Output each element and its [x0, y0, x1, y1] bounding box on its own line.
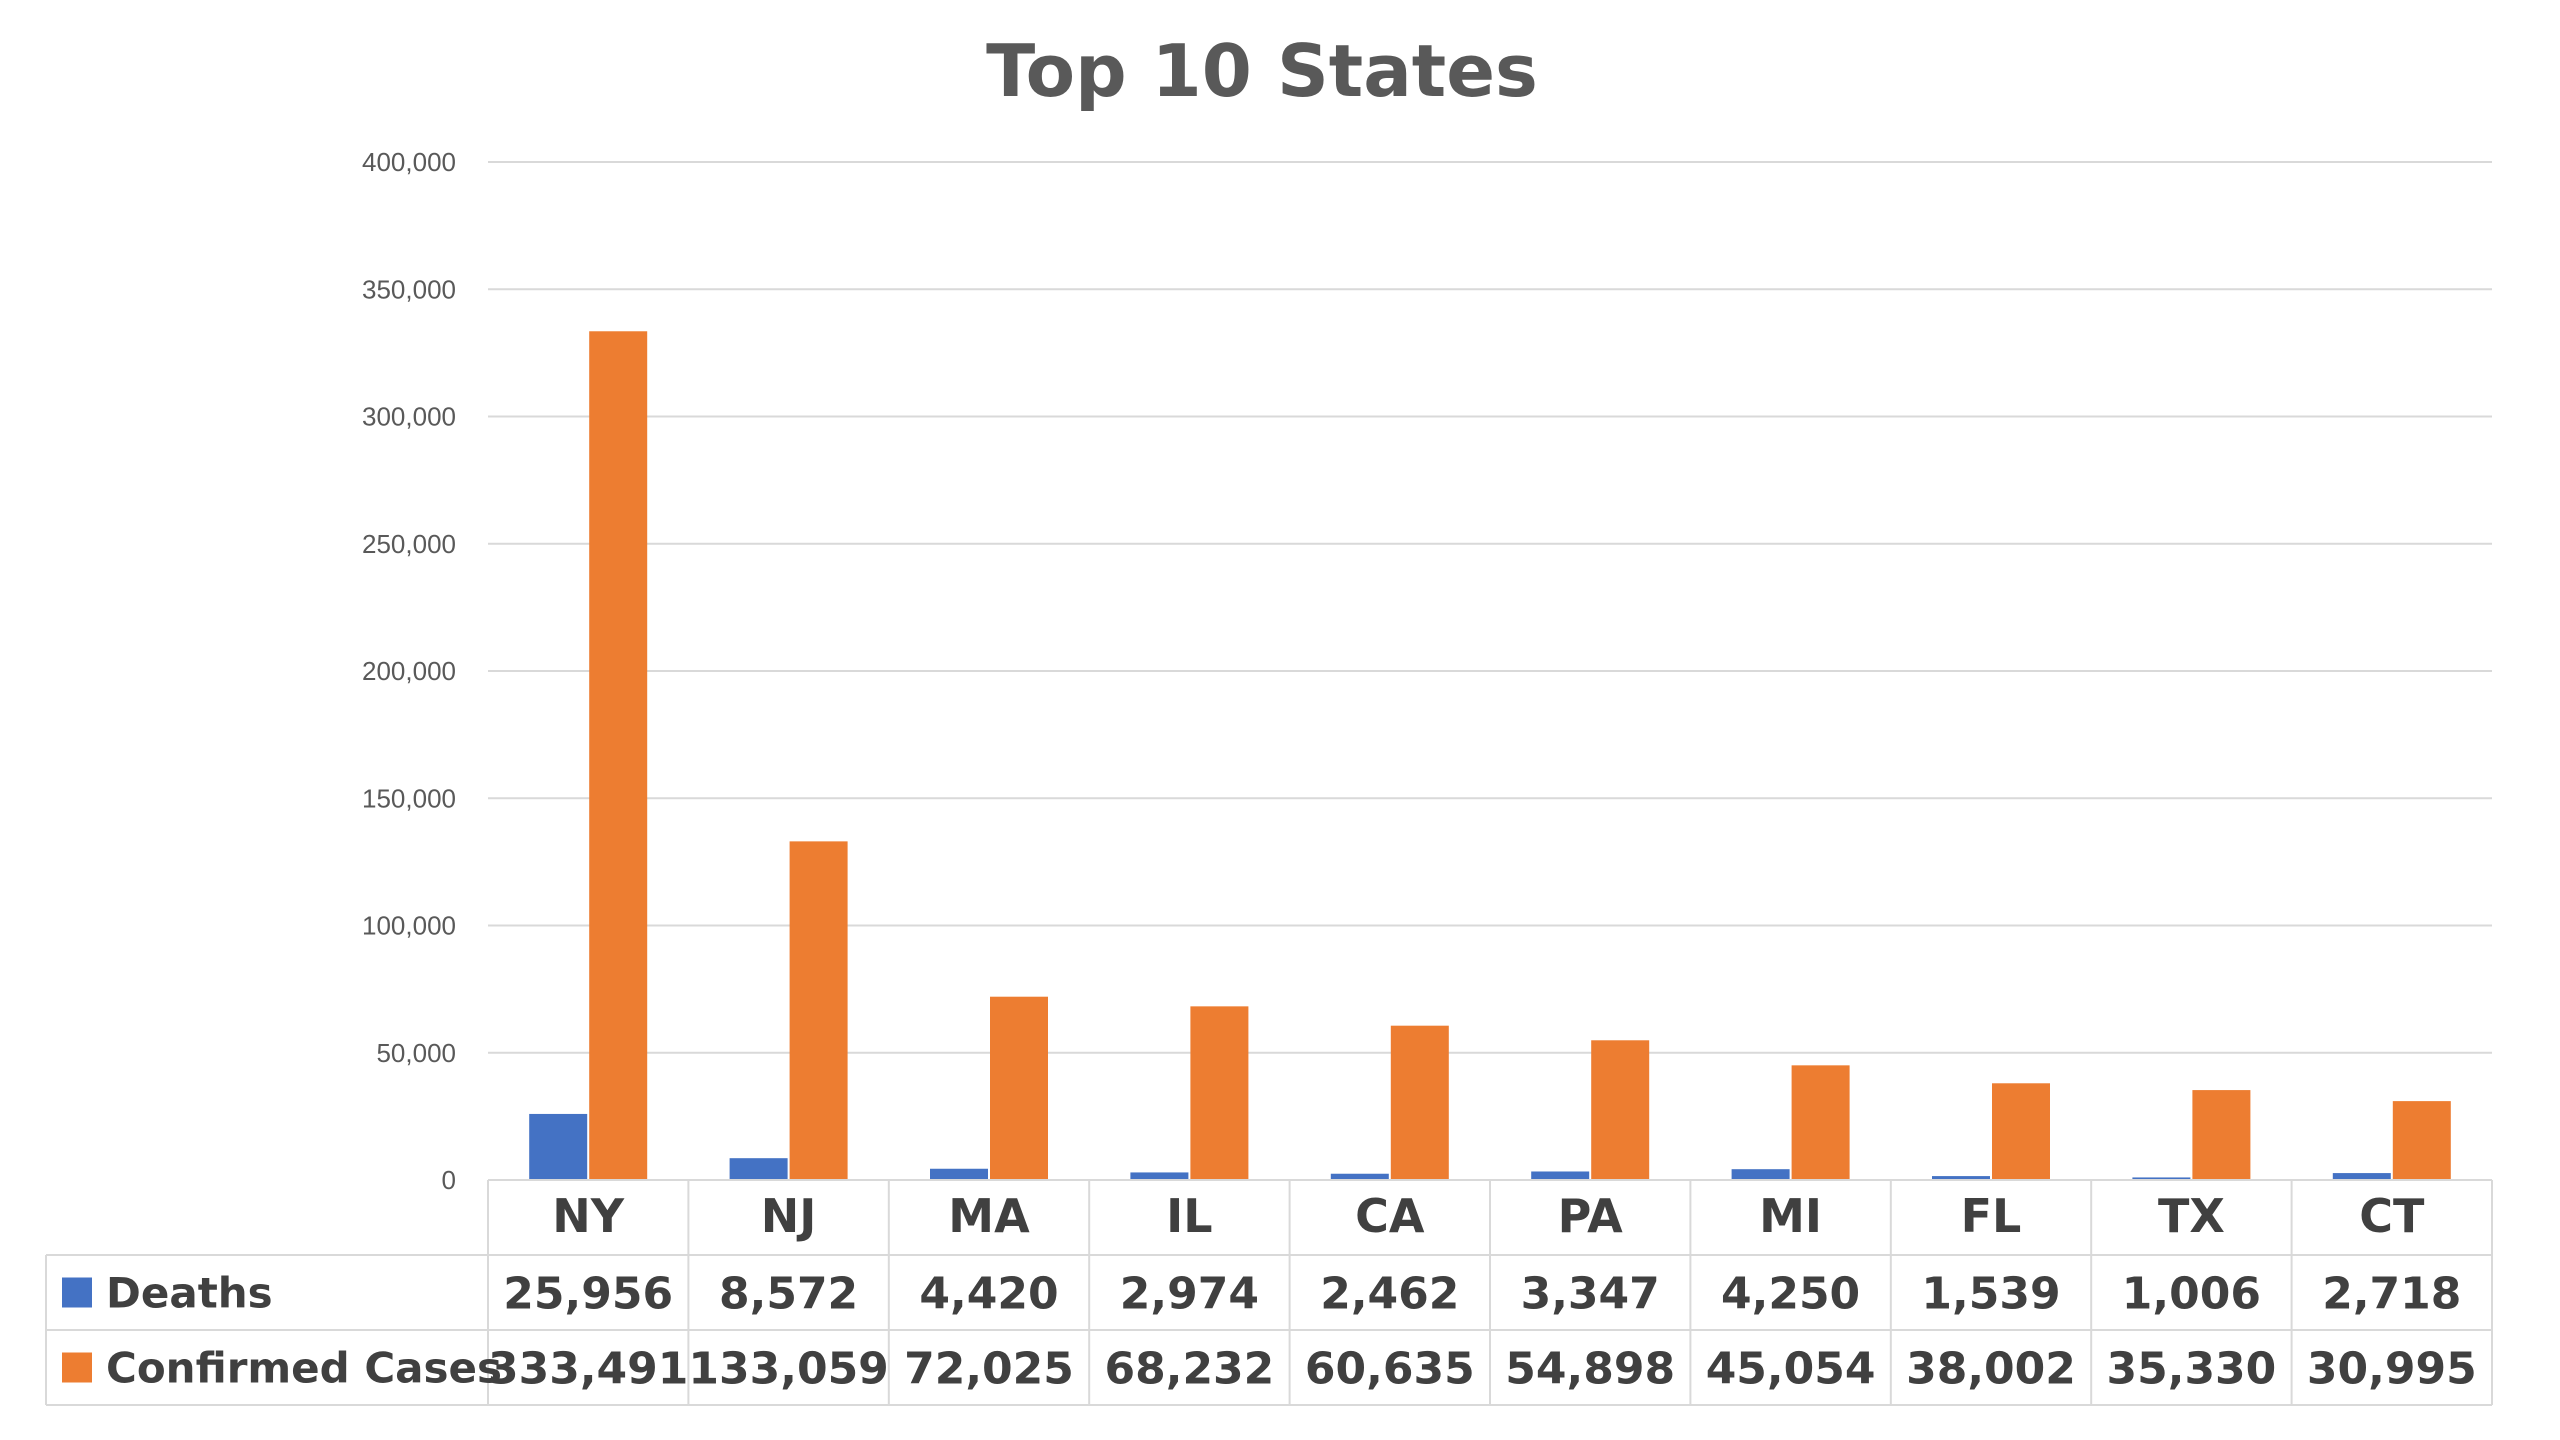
data-label: 333,491: [488, 1344, 688, 1395]
data-label: 2,462: [1320, 1269, 1459, 1320]
gridlines: [488, 161, 2492, 1054]
legend-label: Deaths: [106, 1269, 273, 1318]
bar-deaths-ca: [1330, 1173, 1389, 1180]
bar-deaths-ct: [2332, 1173, 2391, 1180]
category-label: TX: [2158, 1189, 2225, 1243]
data-label: 54,898: [1505, 1344, 1675, 1395]
category-label: FL: [1961, 1189, 2022, 1243]
data-label: 4,420: [919, 1269, 1058, 1320]
bar-confirmed-cases-ny: [589, 331, 648, 1181]
y-tick-label: 50,000: [376, 1038, 456, 1068]
bar-confirmed-cases-ct: [2392, 1101, 2451, 1180]
category-label: NY: [552, 1189, 624, 1243]
data-label: 68,232: [1105, 1344, 1275, 1395]
data-label: 35,330: [2107, 1344, 2277, 1395]
data-label: 2,718: [2322, 1269, 2461, 1320]
bar-confirmed-cases-mi: [1791, 1065, 1850, 1180]
bar-confirmed-cases-il: [1190, 1006, 1249, 1180]
bar-deaths-mi: [1731, 1169, 1790, 1180]
legend-swatch: [62, 1277, 92, 1308]
category-label: MI: [1759, 1189, 1822, 1243]
data-label: 30,995: [2307, 1344, 2477, 1395]
bar-confirmed-cases-tx: [2192, 1090, 2251, 1180]
bar-deaths-fl: [1932, 1176, 1990, 1180]
data-label: 72,025: [904, 1344, 1074, 1395]
bar-confirmed-cases-nj: [789, 841, 848, 1180]
bar-confirmed-cases-pa: [1591, 1040, 1650, 1180]
data-label: 25,956: [503, 1269, 673, 1320]
data-label: 1,539: [1921, 1269, 2060, 1320]
y-tick-label: 200,000: [362, 656, 456, 686]
legend-swatch: [62, 1352, 92, 1383]
y-tick-label: 100,000: [362, 911, 456, 941]
category-label: MA: [948, 1189, 1030, 1243]
bar-deaths-nj: [729, 1158, 788, 1180]
bar-deaths-ma: [930, 1168, 988, 1180]
bar-confirmed-cases-ca: [1390, 1025, 1449, 1180]
bars: [529, 331, 2451, 1181]
y-tick-label: 350,000: [362, 274, 456, 304]
data-label: 38,002: [1906, 1344, 2076, 1395]
data-label: 8,572: [719, 1269, 858, 1320]
bar-deaths-ny: [529, 1113, 588, 1180]
y-axis-ticks: 0 50,000 100,000 150,000 200,000 250,000 300,0…: [362, 147, 456, 1195]
data-label: 45,054: [1706, 1344, 1876, 1395]
bar-confirmed-cases-ma: [990, 996, 1048, 1180]
legend-label: Confirmed Cases: [106, 1344, 502, 1393]
data-label: 2,974: [1120, 1269, 1259, 1320]
data-table: NY NJ MA IL CA PA MI FL TX CT Deaths 25,956 8,572 4,4…: [45, 1179, 2493, 1406]
y-tick-label: 250,000: [362, 529, 456, 559]
category-label: CA: [1355, 1189, 1425, 1243]
data-label: 3,347: [1521, 1269, 1660, 1320]
category-label: CT: [2359, 1189, 2425, 1243]
category-label: IL: [1166, 1189, 1212, 1243]
y-tick-label: 0: [442, 1165, 456, 1195]
bar-deaths-pa: [1531, 1171, 1590, 1180]
data-label: 133,059: [688, 1344, 888, 1395]
bar-deaths-tx: [2132, 1177, 2191, 1180]
y-tick-label: 300,000: [362, 402, 456, 432]
bar-confirmed-cases-fl: [1992, 1083, 2050, 1180]
chart-title: Top 10 States: [986, 29, 1538, 113]
category-label: NJ: [761, 1189, 817, 1243]
category-label: PA: [1558, 1189, 1623, 1243]
data-label: 4,250: [1721, 1269, 1860, 1320]
bar-deaths-il: [1130, 1172, 1189, 1180]
y-tick-label: 150,000: [362, 783, 456, 813]
data-label: 1,006: [2122, 1269, 2261, 1320]
data-label: 60,635: [1305, 1344, 1475, 1395]
y-tick-label: 400,000: [362, 147, 456, 177]
